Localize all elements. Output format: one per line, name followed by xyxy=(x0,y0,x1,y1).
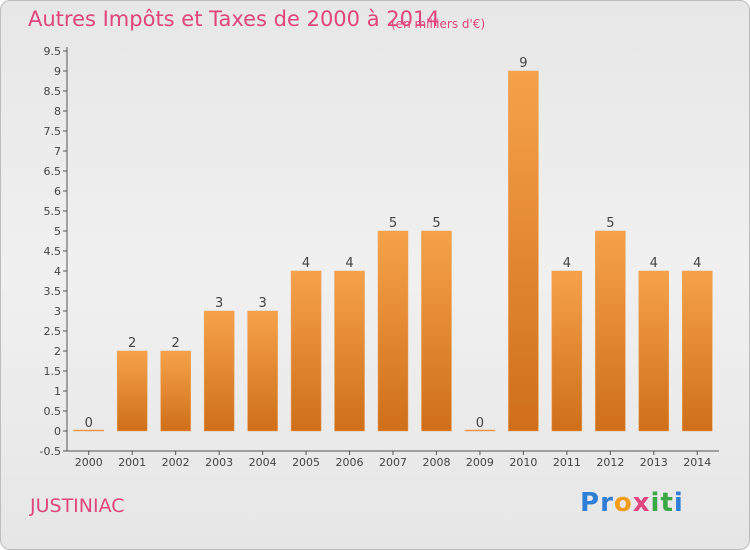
y-tick-label: 8.5 xyxy=(44,85,62,98)
data-label: 3 xyxy=(215,296,223,311)
logo-letter: P xyxy=(580,488,601,518)
x-tick-label: 2006 xyxy=(336,456,364,469)
x-tick-label: 2009 xyxy=(466,456,494,469)
data-label: 5 xyxy=(606,216,614,231)
bar-2010 xyxy=(508,70,539,432)
x-tick-label: 2002 xyxy=(162,456,190,469)
bar-2011 xyxy=(551,270,583,432)
bar-2008 xyxy=(421,230,452,432)
y-tick-label: 9.5 xyxy=(44,45,62,58)
bar-2001 xyxy=(116,350,148,432)
data-label: 0 xyxy=(85,416,93,431)
bar-2009 xyxy=(464,429,496,432)
y-tick-label: 7 xyxy=(54,145,61,158)
bar-2007 xyxy=(377,230,409,432)
x-tick-label: 2013 xyxy=(640,456,668,469)
bar-2004 xyxy=(247,310,278,432)
x-tick-label: 2010 xyxy=(509,456,537,469)
bar-2003 xyxy=(203,310,235,432)
y-tick-label: 2.5 xyxy=(44,325,62,338)
data-label: 3 xyxy=(258,296,266,311)
x-tick-label: 2003 xyxy=(205,456,233,469)
proxiti-logo: Proxiti xyxy=(580,488,684,518)
x-tick-label: 2000 xyxy=(75,456,103,469)
logo-letter: x xyxy=(632,488,651,518)
y-tick-label: 1 xyxy=(54,385,61,398)
logo-letter: r xyxy=(600,488,614,518)
y-tick-label: 4 xyxy=(54,265,61,278)
y-tick-label: 9 xyxy=(54,65,61,78)
y-tick-label: 3 xyxy=(54,305,61,318)
y-tick-label: 1.5 xyxy=(44,365,62,378)
logo-letter: i xyxy=(650,488,661,518)
y-tick-label: 5.5 xyxy=(44,205,62,218)
y-tick-label: 8 xyxy=(54,105,61,118)
y-tick-label: 7.5 xyxy=(44,125,62,138)
bar-2014 xyxy=(682,270,713,432)
data-label: 0 xyxy=(476,416,484,431)
place-name: JUSTINIAC xyxy=(30,495,125,517)
y-tick-label: 3.5 xyxy=(44,285,62,298)
data-label: 4 xyxy=(650,256,658,271)
logo-letter: o xyxy=(613,488,633,518)
data-label: 4 xyxy=(302,256,310,271)
data-label: 9 xyxy=(519,56,527,71)
x-tick-label: 2014 xyxy=(683,456,711,469)
data-label: 4 xyxy=(563,256,571,271)
data-label: 2 xyxy=(128,336,136,351)
x-tick-label: 2007 xyxy=(379,456,407,469)
data-label: 5 xyxy=(432,216,440,231)
bar-2000 xyxy=(73,429,104,432)
y-tick-label: 4.5 xyxy=(44,245,62,258)
data-label: 5 xyxy=(389,216,397,231)
bar-2005 xyxy=(290,270,322,432)
y-tick-label: 6.5 xyxy=(44,165,62,178)
x-tick-label: 2011 xyxy=(553,456,581,469)
data-label: 2 xyxy=(172,336,180,351)
y-tick-label: 6 xyxy=(54,185,61,198)
logo-letter: i xyxy=(673,488,684,518)
x-tick-label: 2008 xyxy=(422,456,450,469)
bar-2002 xyxy=(160,350,191,432)
data-label: 4 xyxy=(345,256,353,271)
chart-title: Autres Impôts et Taxes de 2000 à 2014 xyxy=(28,7,440,31)
logo-letter: t xyxy=(660,488,674,518)
bar-2006 xyxy=(334,270,365,432)
x-tick-label: 2012 xyxy=(596,456,624,469)
chart-unit: (en milliers d'€) xyxy=(391,17,486,31)
bar-2012 xyxy=(595,230,626,432)
x-tick-label: 2001 xyxy=(118,456,146,469)
y-tick-label: 2 xyxy=(54,345,61,358)
bar-2013 xyxy=(638,270,670,432)
y-tick-label: 5 xyxy=(54,225,61,238)
y-tick-label: 0.5 xyxy=(44,405,62,418)
y-tick-label: 0 xyxy=(54,425,61,438)
x-tick-label: 2004 xyxy=(249,456,277,469)
x-tick-label: 2005 xyxy=(292,456,320,469)
y-tick-label: -0.5 xyxy=(40,445,61,458)
data-label: 4 xyxy=(693,256,701,271)
